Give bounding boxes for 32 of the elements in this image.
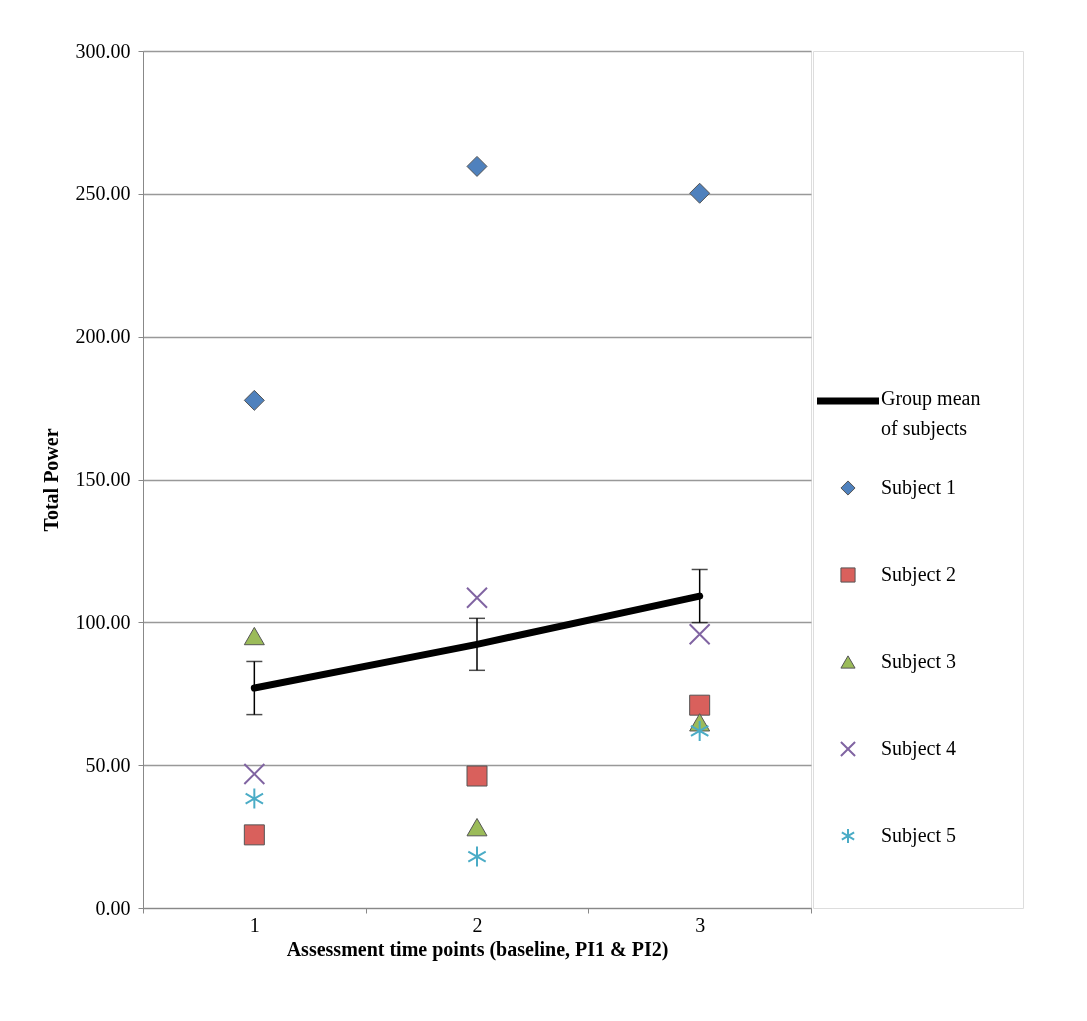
point	[243, 763, 266, 786]
y-tick-label: 300.00	[75, 39, 131, 62]
x-tick-label: 1	[249, 913, 260, 936]
point	[689, 694, 711, 716]
point	[243, 389, 265, 411]
y-tick-label: 100.00	[75, 610, 131, 633]
point	[243, 626, 265, 646]
legend-label: Subject 1	[881, 476, 956, 499]
legend-label: Subject 4	[881, 737, 956, 760]
point	[243, 824, 265, 846]
y-tick-label: 0.00	[95, 896, 131, 919]
y-tick-label: 150.00	[75, 468, 131, 490]
y-tick-label: 200.00	[75, 325, 131, 348]
point	[688, 623, 711, 646]
legend-label: Subject 2	[881, 563, 956, 586]
point	[689, 719, 710, 742]
point	[466, 155, 488, 177]
point	[244, 787, 265, 810]
x-tick-label: 3	[695, 913, 706, 936]
y-axis-title: Total Power	[39, 428, 62, 532]
point	[466, 818, 488, 837]
legend-label: Subject 3	[881, 650, 956, 673]
point	[467, 845, 487, 868]
x-axis-title: Assessment time points (baseline, PI1 & PI2)	[286, 937, 669, 961]
point	[466, 765, 488, 787]
legend-label: Group mean of subjects	[881, 387, 981, 440]
point	[689, 182, 711, 204]
point	[466, 586, 488, 609]
x-tick-label: 2	[472, 913, 483, 936]
legend-label: Subject 5	[881, 824, 956, 847]
y-tick-label: 250.00	[75, 182, 131, 205]
y-tick-label: 50.00	[85, 753, 131, 776]
